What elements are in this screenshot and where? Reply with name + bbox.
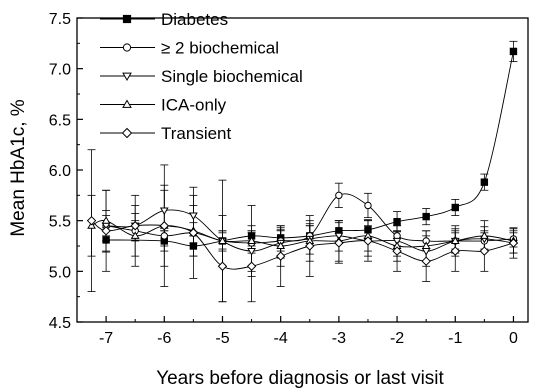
y-axis-label: Mean HbA1c, % [8, 99, 29, 236]
data-point [422, 212, 430, 221]
y-tick-label: 6.5 [49, 112, 71, 129]
data-point [479, 246, 490, 256]
data-point [393, 217, 401, 226]
x-tick-label: -6 [157, 330, 171, 347]
data-point [246, 261, 257, 271]
data-point [101, 226, 111, 236]
y-tick-label: 7.0 [49, 62, 71, 79]
data-point [364, 201, 372, 210]
data-point [130, 221, 140, 231]
data-point [392, 237, 402, 246]
y-tick-label: 7.5 [49, 11, 71, 28]
data-point [159, 221, 169, 231]
x-axis-label: Years before diagnosis or last visit [156, 368, 444, 389]
x-tick-label: -1 [448, 330, 462, 347]
data-point [480, 178, 489, 186]
x-tick-label: -2 [390, 330, 404, 347]
legend-label: Diabetes [161, 10, 228, 29]
x-tick-label: -4 [274, 330, 288, 347]
data-point [188, 228, 199, 238]
data-point [363, 236, 373, 246]
data-point [86, 215, 97, 226]
legend-marker [122, 14, 132, 24]
y-tick-label: 6.0 [49, 163, 71, 180]
y-tick-label: 4.5 [49, 315, 71, 332]
data-point [217, 261, 228, 271]
legend-label: Single biochemical [161, 67, 303, 86]
data-point [479, 231, 489, 239]
y-tick-label: 5.0 [49, 264, 71, 281]
data-point [335, 191, 343, 200]
data-point [421, 248, 431, 256]
data-point [450, 236, 460, 244]
data-point [421, 256, 431, 266]
data-point [305, 241, 315, 251]
data-point [392, 246, 402, 256]
data-point [334, 238, 344, 248]
x-tick-label: -5 [215, 330, 229, 347]
data-point [189, 242, 198, 250]
data-point [130, 231, 140, 239]
data-point [101, 216, 111, 224]
series-line [91, 219, 514, 248]
legend-marker [122, 43, 132, 52]
legend-label: Transient [161, 124, 232, 143]
legend-label: ICA-only [161, 96, 227, 115]
data-point [334, 232, 344, 241]
data-point [188, 212, 198, 221]
legend-marker [122, 72, 132, 81]
legend-marker [121, 127, 133, 139]
series-line [91, 220, 514, 270]
legend-marker [122, 99, 132, 108]
data-point [247, 248, 256, 256]
y-tick-label: 5.5 [49, 214, 71, 231]
legend-label: ≥ 2 biochemical [161, 39, 279, 58]
data-point [276, 241, 286, 250]
data-point [508, 238, 519, 248]
data-point [102, 236, 110, 244]
x-tick-label: -3 [332, 330, 346, 347]
data-point [421, 241, 431, 250]
data-point [159, 207, 169, 216]
x-tick-label: -7 [99, 330, 113, 347]
data-point [450, 246, 460, 256]
data-point [509, 47, 518, 56]
plot-frame [76, 17, 529, 323]
data-point [247, 236, 256, 244]
data-point [218, 236, 227, 244]
data-point [275, 251, 286, 261]
x-tick-label: 0 [509, 330, 518, 347]
data-point [451, 203, 459, 212]
data-point [160, 232, 168, 240]
